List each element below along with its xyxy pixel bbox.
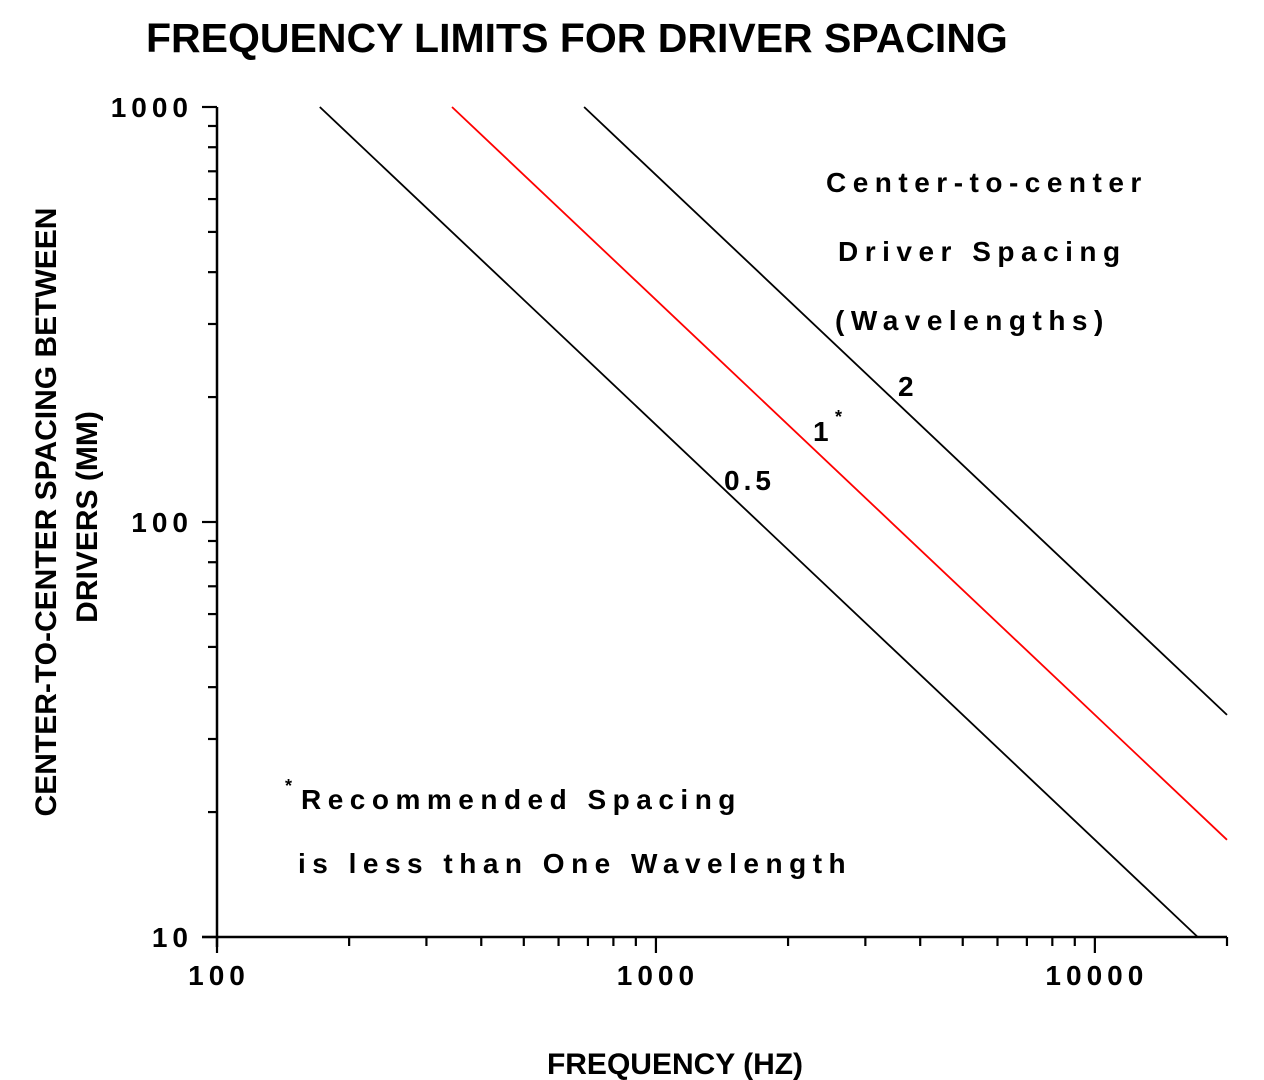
- series-label-0.5: 0.5: [724, 465, 775, 496]
- series-label-1-mark: *: [835, 407, 842, 427]
- legend-title-line-1: Center-to-center: [826, 167, 1148, 198]
- y-tick-label: 100: [131, 507, 193, 538]
- series-line-0.5: [319, 106, 1199, 938]
- x-tick-label: 1000: [617, 960, 699, 991]
- x-tick-labels: 100 1000 10000: [188, 960, 1148, 991]
- y-tick-label: 10: [152, 922, 193, 953]
- y-tick-labels: 10 100 1000: [111, 92, 193, 953]
- y-axis-title-line-1: CENTER-TO-CENTER SPACING BETWEEN: [30, 208, 63, 817]
- x-axis-title: FREQUENCY (HZ): [547, 1048, 803, 1080]
- y-axis-title-line-2: DRIVERS (MM): [71, 411, 104, 623]
- footnote: * Recommended Spacing is less than One W…: [285, 776, 852, 879]
- legend-title-line-2: Driver Spacing: [838, 236, 1127, 267]
- y-axis-title: CENTER-TO-CENTER SPACING BETWEEN DRIVERS…: [30, 208, 104, 817]
- legend-title: Center-to-center Driver Spacing (Wavelen…: [826, 167, 1148, 336]
- x-tick-label: 10000: [1045, 960, 1148, 991]
- footnote-line-2: is less than One Wavelength: [298, 848, 852, 879]
- series-label-2: 2: [898, 371, 918, 402]
- chart-title: FREQUENCY LIMITS FOR DRIVER SPACING: [146, 15, 1008, 61]
- y-tick-label: 1000: [111, 92, 193, 123]
- legend-title-line-3: (Wavelengths): [835, 305, 1110, 336]
- footnote-mark: *: [285, 776, 292, 796]
- footnote-line-1: Recommended Spacing: [301, 784, 742, 815]
- series-line-2: [583, 106, 1228, 716]
- series-labels: 0.5 1 * 2: [724, 371, 918, 496]
- series-label-1: 1: [813, 416, 833, 447]
- series-line-1: [451, 106, 1228, 841]
- series-lines: [319, 106, 1228, 938]
- axes: [202, 105, 1229, 953]
- x-tick-label: 100: [188, 960, 250, 991]
